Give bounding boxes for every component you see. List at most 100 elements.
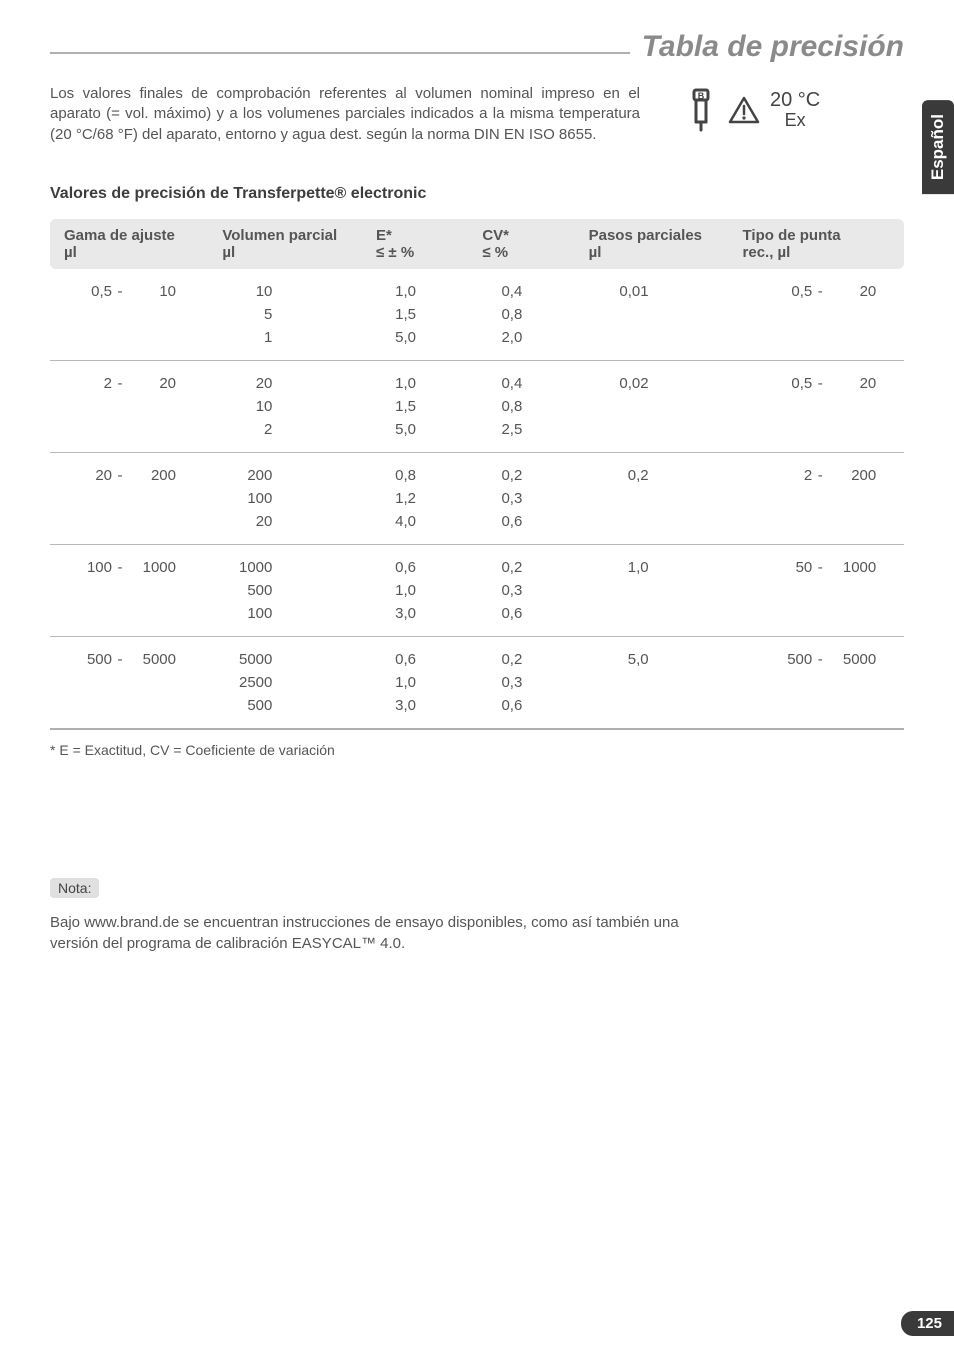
cell-range <box>50 487 216 510</box>
cell-volume: 2500 <box>216 671 370 694</box>
cell-volume: 500 <box>216 694 370 729</box>
cell-steps: 0,2 <box>583 452 737 487</box>
table-row: 1003,00,6 <box>50 602 904 637</box>
col-header-cv: CV*≤ % <box>476 219 582 269</box>
temperature-value: 20 °C <box>770 89 820 111</box>
cell-tip <box>737 303 904 326</box>
cell-tip: 0,5-20 <box>737 269 904 303</box>
cell-cv: 0,3 <box>476 487 582 510</box>
table-row: 100-100010000,60,21,050-1000 <box>50 544 904 579</box>
cell-cv: 0,6 <box>476 602 582 637</box>
cell-cv: 0,2 <box>476 636 582 671</box>
cell-cv: 0,6 <box>476 510 582 545</box>
table-row: 51,50,8 <box>50 303 904 326</box>
cell-e: 5,0 <box>370 418 476 453</box>
cell-range: 2-20 <box>50 360 216 395</box>
ex-label: Ex <box>770 111 820 131</box>
cell-volume: 100 <box>216 487 370 510</box>
table-row: 204,00,6 <box>50 510 904 545</box>
cell-cv: 0,6 <box>476 694 582 729</box>
page-number: 125 <box>901 1311 954 1336</box>
temperature-block: 20 °C Ex <box>770 89 820 131</box>
cell-range <box>50 418 216 453</box>
cell-volume: 1000 <box>216 544 370 579</box>
cell-e: 3,0 <box>370 694 476 729</box>
cell-steps <box>583 694 737 729</box>
cell-e: 0,6 <box>370 544 476 579</box>
table-row: 5003,00,6 <box>50 694 904 729</box>
cell-volume: 500 <box>216 579 370 602</box>
cell-volume: 20 <box>216 360 370 395</box>
cell-tip <box>737 694 904 729</box>
page-title: Tabla de precisión <box>642 30 904 64</box>
table-row: 15,02,0 <box>50 326 904 361</box>
col-header-range: Gama de ajusteµl <box>50 219 216 269</box>
cell-range <box>50 671 216 694</box>
cell-tip <box>737 579 904 602</box>
cell-e: 1,2 <box>370 487 476 510</box>
note-label: Nota: <box>50 878 99 898</box>
cell-tip: 500-5000 <box>737 636 904 671</box>
cell-tip <box>737 671 904 694</box>
language-tab: Español <box>922 100 954 194</box>
cell-range <box>50 395 216 418</box>
cell-steps <box>583 395 737 418</box>
cell-e: 1,0 <box>370 269 476 303</box>
col-header-volume: Volumen parcialµl <box>216 219 370 269</box>
table-row: 5001,00,3 <box>50 579 904 602</box>
col-header-tip: Tipo de puntarec., µl <box>737 219 904 269</box>
pipette-icon: B <box>684 88 718 132</box>
cell-range: 500-5000 <box>50 636 216 671</box>
cell-volume: 5 <box>216 303 370 326</box>
cell-range <box>50 303 216 326</box>
cell-steps: 0,01 <box>583 269 737 303</box>
cell-e: 5,0 <box>370 326 476 361</box>
cell-range: 20-200 <box>50 452 216 487</box>
intro-text: Los valores finales de comprobación refe… <box>50 84 640 145</box>
cell-range <box>50 510 216 545</box>
cell-steps <box>583 326 737 361</box>
table-row: 25001,00,3 <box>50 671 904 694</box>
cell-range <box>50 579 216 602</box>
cell-volume: 200 <box>216 452 370 487</box>
note-body: Bajo www.brand.de se encuentran instrucc… <box>50 912 690 954</box>
precision-table: Gama de ajusteµl Volumen parcialµl E*≤ ±… <box>50 219 904 730</box>
cell-steps: 1,0 <box>583 544 737 579</box>
cell-steps: 5,0 <box>583 636 737 671</box>
table-row: 1001,20,3 <box>50 487 904 510</box>
cell-tip: 0,5-20 <box>737 360 904 395</box>
warning-icon <box>728 95 760 125</box>
header-rule <box>50 52 630 54</box>
cell-range: 100-1000 <box>50 544 216 579</box>
table-header-row: Gama de ajusteµl Volumen parcialµl E*≤ ±… <box>50 219 904 269</box>
cell-e: 1,5 <box>370 303 476 326</box>
cell-e: 1,0 <box>370 671 476 694</box>
cell-volume: 2 <box>216 418 370 453</box>
table-row: 2-20201,00,40,020,5-20 <box>50 360 904 395</box>
cell-cv: 0,2 <box>476 452 582 487</box>
cell-volume: 10 <box>216 395 370 418</box>
page: Español Tabla de precisión Los valores f… <box>0 0 954 1354</box>
table-row: 101,50,8 <box>50 395 904 418</box>
cell-e: 1,5 <box>370 395 476 418</box>
svg-text:B: B <box>698 91 705 101</box>
cell-range <box>50 602 216 637</box>
cell-e: 1,0 <box>370 360 476 395</box>
cell-cv: 0,8 <box>476 395 582 418</box>
cell-steps <box>583 487 737 510</box>
table-row: 0,5-10101,00,40,010,5-20 <box>50 269 904 303</box>
cell-e: 0,8 <box>370 452 476 487</box>
cell-tip <box>737 326 904 361</box>
cell-e: 3,0 <box>370 602 476 637</box>
cell-tip <box>737 602 904 637</box>
cell-volume: 100 <box>216 602 370 637</box>
cell-tip <box>737 487 904 510</box>
cell-volume: 20 <box>216 510 370 545</box>
cell-steps <box>583 418 737 453</box>
cell-steps <box>583 510 737 545</box>
cell-cv: 0,4 <box>476 269 582 303</box>
icon-block: B 20 °C Ex <box>684 88 820 132</box>
cell-tip <box>737 418 904 453</box>
table-row: 500-500050000,60,25,0500-5000 <box>50 636 904 671</box>
cell-cv: 0,3 <box>476 671 582 694</box>
